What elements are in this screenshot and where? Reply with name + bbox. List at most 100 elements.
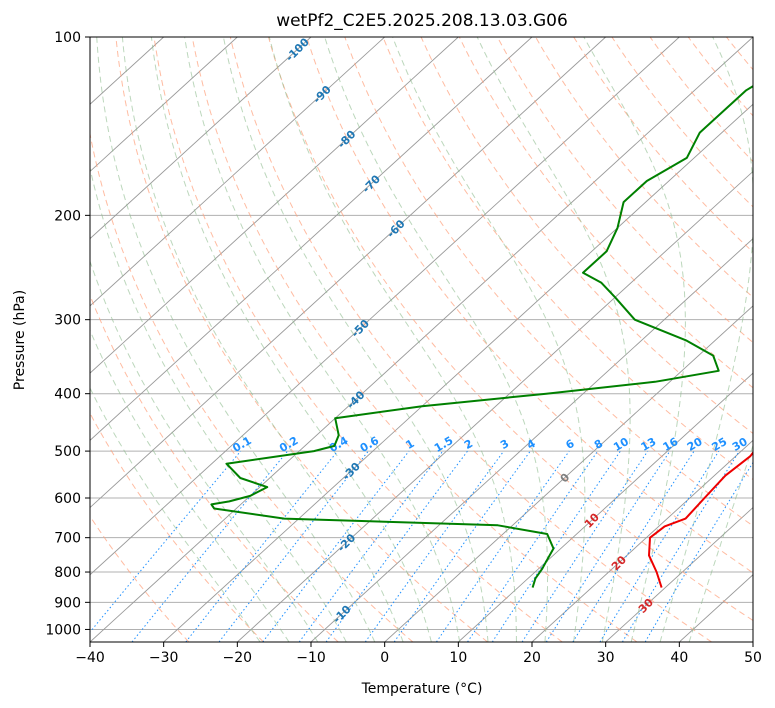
moist-adiabat-line [659,37,753,642]
x-tick-label: −30 [149,650,179,666]
y-axis-label: Pressure (hPa) [12,290,28,390]
mixing-ratio-line [599,450,720,642]
dry-adiabat-line [344,37,753,527]
x-tick-label: −20 [223,650,253,666]
mixing-ratio-line [325,450,468,642]
mixing-ratio-label: 36 [751,435,771,454]
mixing-ratio-line [621,450,740,642]
temperature-profile-line [648,451,753,588]
dry-adiabat-line [306,37,753,574]
moist-adiabat-line [121,37,404,642]
y-tick-label: 1000 [45,622,81,638]
mixing-ratio-label: 2 [462,437,475,452]
isotherm-line [605,506,753,642]
dry-adiabat-line [611,37,753,208]
isotherm-line [458,372,753,642]
y-tick-label: 400 [54,387,81,403]
x-tick-label: 40 [670,650,688,666]
dry-adiabat-line [649,37,753,163]
x-tick-label: −40 [75,650,105,666]
y-tick-label: 500 [54,444,81,460]
isotherm-line [237,170,753,642]
mixing-ratio-line [298,450,444,642]
y-tick-label: 600 [54,491,81,507]
axis-ticks: −40 −30 −20 −10 0 10 20 30 40 50 1000 900 800 700 600 5… [45,30,762,666]
moist-adiabat-line [583,37,686,642]
mixing-ratio-label: 0.2 [277,434,300,455]
dry-adiabat-line [115,37,488,642]
y-tick-label: 200 [54,208,81,224]
moist-adiabat-line [222,37,489,642]
mixing-ratio-line [572,450,695,642]
moist-adiabat-line [96,37,376,642]
mixing-ratio-line [521,450,649,642]
isotherm-line [90,37,533,441]
mixing-ratio-label: 1.5 [432,434,455,455]
dry-adiabat-line [382,37,753,481]
isotherm-line [90,37,459,374]
mixing-ratio-line [435,450,570,642]
dry-adiabat-line [420,37,753,435]
mixing-ratio-label: 6 [563,437,576,452]
isotherm-line [531,439,753,642]
moist-adiabat-line [90,328,290,642]
moist-adiabat-line [268,37,517,642]
isotherm-line [752,641,753,642]
moist-adiabat-line [688,444,753,642]
mixing-ratio-line [262,450,410,642]
moist-adiabat-line [90,165,347,642]
y-tick-label: 800 [54,565,81,581]
mixing-ratio-label: 1 [404,437,417,452]
isotherm-line [90,37,753,642]
mixing-ratio-line [131,450,288,642]
isotherm-line [90,37,606,509]
mixing-ratio-line [393,450,531,642]
mixing-ratio-line [90,450,242,633]
x-tick-label: 10 [449,650,467,666]
mixing-ratio-label: 8 [592,437,605,452]
background-lines [90,37,775,642]
isotherm-line [90,37,238,173]
dry-adiabat-line [90,131,414,642]
isotherm-label: 40 [663,638,683,658]
dry-adiabat-line [458,37,753,389]
isotherm-line [90,37,680,576]
moist-adiabat-line [90,259,319,642]
moist-adiabat-line [90,387,261,642]
isotherm-line [90,37,312,240]
dry-adiabat-line [765,37,775,642]
mixing-ratio-line [185,450,338,642]
dry-adiabat-line [90,293,339,642]
mixing-ratio-line [364,450,505,642]
isotherm-line [163,103,753,642]
dry-adiabat-line [191,37,638,642]
isotherm-line [384,305,753,642]
dry-adiabat-line [496,37,753,344]
mixing-ratio-line [545,450,671,642]
moist-adiabat-line [324,37,549,642]
mixing-ratio-label: 0.1 [230,434,253,455]
dry-adiabat-line [573,37,753,253]
dry-adiabat-line [90,412,264,642]
x-tick-label: 20 [523,650,541,666]
profile-lines [210,85,753,588]
moist-adiabat-line [150,37,432,642]
x-tick-label: 50 [744,650,762,666]
isotherm-line [90,37,385,307]
moist-adiabat-line [476,37,631,642]
x-axis-label: Temperature (°C) [361,681,483,697]
x-tick-label: 0 [380,650,389,666]
dry-adiabat-line [726,37,753,71]
dry-adiabat-line [687,37,753,117]
mixing-ratio-line [467,450,599,642]
x-tick-label: −10 [296,650,326,666]
mixing-ratio-label: 4 [525,437,538,452]
y-tick-label: 900 [54,595,81,611]
y-tick-label: 100 [54,30,81,46]
moist-adiabat-line [392,37,586,642]
moist-adiabat-line [184,37,461,642]
dewpoint-profile-line [210,85,753,588]
chart-title: wetPf2_C2E5.2025.208.13.03.G06 [276,11,568,31]
dry-adiabat-line [229,37,712,642]
